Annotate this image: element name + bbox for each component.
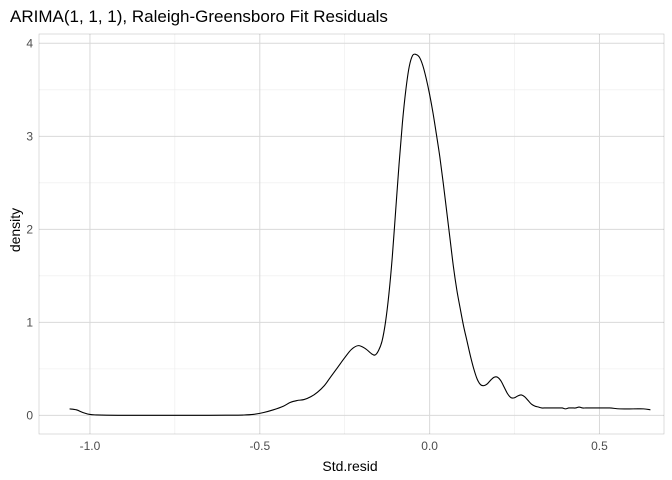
x-tick-label: -0.5 <box>249 439 270 453</box>
x-axis-tick-labels: -1.0 -0.5 0.0 0.5 <box>80 439 609 453</box>
x-axis-title: Std.resid <box>322 458 377 474</box>
x-tick-label: 0.5 <box>591 439 608 453</box>
y-tick-label: 4 <box>26 36 33 50</box>
y-tick-label: 1 <box>26 315 33 329</box>
y-tick-label: 2 <box>26 222 33 236</box>
plot-panel <box>38 33 665 435</box>
y-tick-label: 0 <box>26 408 33 422</box>
minor-gridlines <box>39 34 664 434</box>
x-tick-label: -1.0 <box>80 439 101 453</box>
chart-title: ARIMA(1, 1, 1), Raleigh-Greensboro Fit R… <box>10 7 388 26</box>
y-tick-label: 3 <box>26 129 33 143</box>
density-curve <box>69 53 651 416</box>
y-axis-title: density <box>7 208 23 252</box>
major-gridlines <box>39 34 664 434</box>
x-tick-label: 0.0 <box>421 439 438 453</box>
y-axis-tick-labels: 0 1 2 3 4 <box>26 36 33 422</box>
